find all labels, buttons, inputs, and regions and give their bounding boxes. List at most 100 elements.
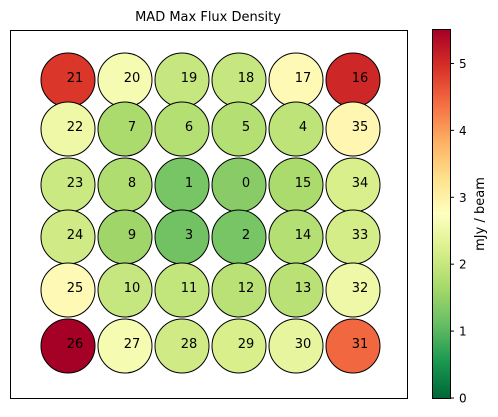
- pixel-cell: 27: [97, 318, 153, 374]
- pixel-cell: 12: [211, 262, 267, 318]
- pixel-label: 10: [124, 281, 141, 296]
- colorbar-ticks: 0 1 2 3 4 5: [450, 57, 467, 406]
- pixel-label: 33: [352, 228, 369, 243]
- pixel-label: 32: [352, 281, 369, 296]
- pixel-label: 11: [181, 281, 198, 296]
- pixel-circle: [154, 318, 210, 374]
- pixel-cell: 1: [154, 157, 210, 213]
- pixel-circle: [97, 101, 153, 157]
- colorbar-tick-label: 4: [459, 124, 467, 138]
- pixel-circle: [154, 157, 210, 213]
- pixel-circle: [211, 209, 267, 265]
- colorbar-tick-label: 2: [459, 258, 467, 272]
- pixel-circle: [97, 209, 153, 265]
- pixel-cell: 8: [97, 157, 153, 213]
- pixel-cell: 34: [325, 157, 381, 213]
- pixel-label: 8: [128, 176, 136, 191]
- pixel-label: 21: [67, 71, 84, 86]
- pixel-cell: 32: [325, 262, 381, 318]
- pixel-cell: 17: [268, 52, 324, 108]
- pixel-label: 35: [352, 120, 369, 135]
- pixel-label: 1: [185, 176, 193, 191]
- pixel-cell: 2: [211, 209, 267, 265]
- pixel-cell: 19: [154, 52, 210, 108]
- pixel-label: 17: [295, 71, 312, 86]
- colorbar-frame: [432, 29, 451, 399]
- pixel-cell: 30: [268, 318, 324, 374]
- pixel-circle: [97, 262, 153, 318]
- pixel-label: 29: [238, 337, 255, 352]
- pixel-label: 24: [67, 228, 84, 243]
- pixel-cell: 25: [40, 262, 96, 318]
- pixel-circle: [268, 318, 324, 374]
- pixel-cell: 21: [40, 52, 96, 108]
- pixel-label: 34: [352, 176, 369, 191]
- pixel-circle: [325, 101, 381, 157]
- pixel-circle: [268, 262, 324, 318]
- plot-area-frame: [10, 30, 408, 399]
- pixel-cell: 5: [211, 101, 267, 157]
- pixel-circle: [97, 157, 153, 213]
- pixel-label: 2: [242, 228, 250, 243]
- pixel-circle: [154, 262, 210, 318]
- pixel-label: 18: [238, 71, 255, 86]
- pixel-circle: [211, 318, 267, 374]
- pixel-cell: 11: [154, 262, 210, 318]
- pixel-label: 3: [185, 228, 193, 243]
- pixel-cell: 15: [268, 157, 324, 213]
- colorbar: [433, 30, 450, 398]
- pixel-circle: [211, 262, 267, 318]
- pixel-circle: [154, 101, 210, 157]
- pixel-label: 25: [67, 281, 84, 296]
- pixel-label: 26: [67, 337, 84, 352]
- pixel-circle: [154, 209, 210, 265]
- pixel-label: 31: [352, 337, 369, 352]
- pixel-label: 6: [185, 120, 193, 135]
- colorbar-label: mJy / beam: [473, 177, 488, 251]
- pixel-label: 27: [124, 337, 141, 352]
- pixel-label: 0: [242, 176, 250, 191]
- pixel-circle: [40, 262, 96, 318]
- pixel-cell: 6: [154, 101, 210, 157]
- pixel-label: 7: [128, 120, 136, 135]
- pixel-cell: 14: [268, 209, 324, 265]
- pixel-cell: 9: [97, 209, 153, 265]
- pixel-cell: 7: [97, 101, 153, 157]
- pixel-cell: 35: [325, 101, 381, 157]
- colorbar-tick-label: 5: [459, 57, 467, 71]
- pixel-label: 4: [299, 120, 307, 135]
- pixel-cell: 18: [211, 52, 267, 108]
- pixel-cell: 4: [268, 101, 324, 157]
- pixel-cell: 13: [268, 262, 324, 318]
- pixel-circle: [211, 101, 267, 157]
- chart-title: MAD Max Flux Density: [135, 10, 281, 25]
- pixel-circle: [40, 101, 96, 157]
- pixel-label: 22: [67, 120, 84, 135]
- pixel-circle: [97, 318, 153, 374]
- pixel-label: 20: [124, 71, 141, 86]
- pixel-cell: 28: [154, 318, 210, 374]
- pixel-circle: [325, 262, 381, 318]
- pixel-cell: 16: [325, 52, 381, 108]
- pixel-label: 9: [128, 228, 136, 243]
- pixel-label: 14: [295, 228, 312, 243]
- pixel-circle: [325, 318, 381, 374]
- pixel-cell: 22: [40, 101, 96, 157]
- colorbar-tick-label: 0: [459, 392, 467, 406]
- pixel-circle: [268, 101, 324, 157]
- pixel-label: 23: [67, 176, 84, 191]
- pixel-label: 15: [295, 176, 312, 191]
- pixel-cell: 29: [211, 318, 267, 374]
- pixel-cell: 10: [97, 262, 153, 318]
- pixel-label: 28: [181, 337, 198, 352]
- pixel-label: 12: [238, 281, 255, 296]
- pixel-circle: [211, 157, 267, 213]
- pixel-label: 13: [295, 281, 312, 296]
- pixel-cell: 26: [40, 318, 96, 374]
- pixel-cell: 31: [325, 318, 381, 374]
- pixel-cell: 20: [97, 52, 153, 108]
- pixel-label: 5: [242, 120, 250, 135]
- colorbar-tick-label: 3: [459, 191, 467, 205]
